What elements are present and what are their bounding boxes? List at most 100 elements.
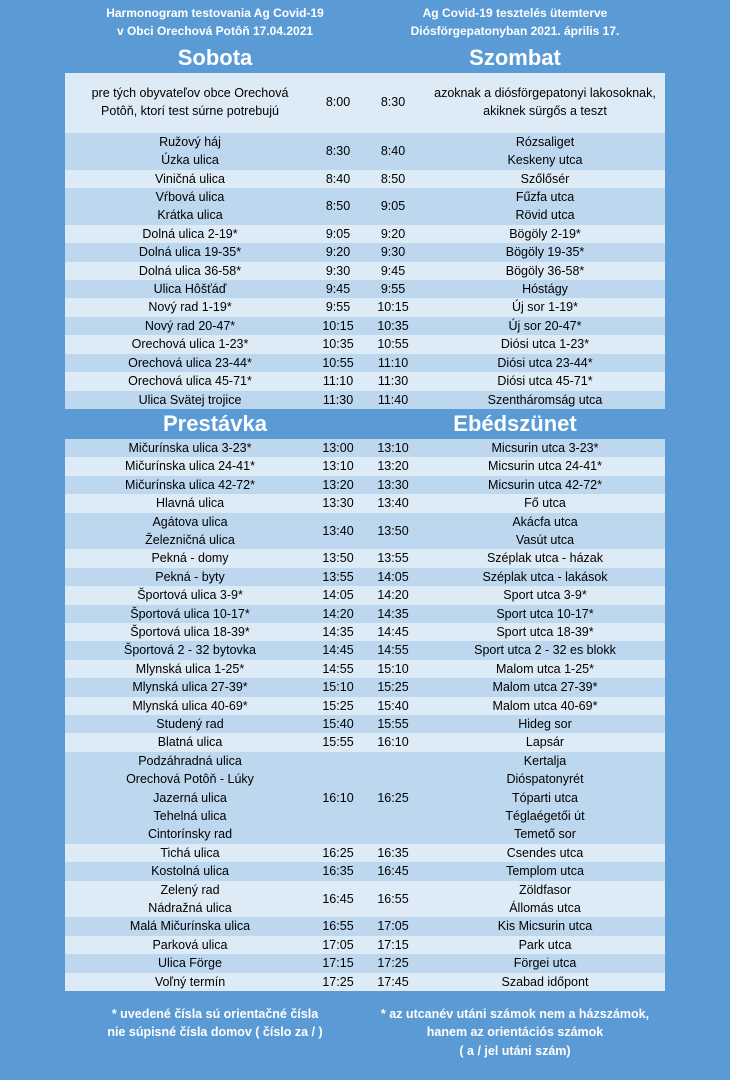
time-to: 17:15 — [377, 937, 409, 952]
cell-hungarian: Diósi utca 23-44* — [425, 354, 665, 372]
cell-to: 9:20 — [361, 225, 425, 243]
street-sk: Mičurínska ulica 42-72* — [125, 477, 255, 492]
street-sk: Športová ulica 10-17* — [130, 606, 250, 621]
header-left: Harmonogram testovania Ag Covid-19 v Obci… — [65, 4, 365, 41]
heading-left: Prestávka — [163, 410, 267, 436]
street-sk: Orechová ulica 1-23* — [131, 337, 249, 352]
cell-from: 9:05 — [315, 225, 361, 243]
cell-to: 13:20 — [361, 457, 425, 475]
heading-left: Sobota — [177, 45, 253, 70]
street-sk: Mlynská ulica 40-69* — [132, 698, 248, 713]
cell-slovak: Hlavná ulica — [65, 494, 315, 512]
street-sk: Voľný termín — [154, 974, 226, 989]
cell-hungarian: Malom utca 40-69* — [425, 697, 665, 715]
cell-slovak: Mlynská ulica 1-25* — [65, 660, 315, 678]
time-to: 17:05 — [377, 919, 409, 934]
cell-slovak: Orechová ulica 1-23* — [65, 335, 315, 353]
table-row: Tichá ulica 16:25 16:35 Csendes utca — [65, 843, 665, 863]
cell-slovak: Nový rad 1-19* — [65, 298, 315, 316]
table-row: Hlavná ulica 13:30 13:40 Fő utca — [65, 494, 665, 513]
table-row: Nový rad 1-19* 9:55 10:15 Új sor 1-19* — [65, 298, 665, 317]
time-from: 13:10 — [322, 459, 354, 474]
street-hu: azoknak a diósförgepatonyi lakosoknak, — [434, 86, 656, 100]
time-to: 9:45 — [380, 263, 406, 278]
street-sk: Železničná ulica — [145, 532, 235, 547]
street-sk: Vŕbová ulica — [155, 190, 225, 205]
cell-slovak: Ulica Hôšťáď — [65, 280, 315, 298]
street-hu: Vasút utca — [515, 532, 575, 547]
street-sk: Parková ulica — [152, 937, 228, 952]
table-row: Dolná ulica 19-35* 9:20 9:30 Bögöly 19-35* — [65, 243, 665, 262]
street-sk: Podzáhradná ulica — [138, 753, 242, 768]
street-hu: Dióspatonyrét — [506, 772, 584, 787]
cell-from: 15:55 — [315, 733, 361, 751]
table-row: Ružový háj Úzka ulica 8:30 8:40 Rózsaliget Ke… — [65, 132, 665, 170]
cell-from: 14:55 — [315, 660, 361, 678]
table-row: pre tých obyvateľov obce Orechová Potôň, … — [65, 73, 665, 133]
cell-to: 11:40 — [361, 391, 425, 409]
table-row: Športová ulica 18-39* 14:35 14:45 Sport utc… — [65, 622, 665, 642]
cell-to: 14:55 — [361, 641, 425, 659]
street-hu: Hóstágy — [522, 282, 568, 297]
table-row: Mičurínska ulica 42-72* 13:20 13:30 Micsuri… — [65, 475, 665, 495]
cell-from: 13:00 — [315, 439, 361, 457]
time-to: 10:15 — [377, 300, 409, 315]
time-from: 8:00 — [325, 95, 351, 110]
cell-from: 10:55 — [315, 354, 361, 372]
time-to: 10:35 — [377, 318, 409, 333]
cell-hungarian: Csendes utca — [425, 844, 665, 862]
cell-to: 15:55 — [361, 715, 425, 733]
time-to: 9:30 — [380, 245, 406, 260]
cell-hungarian: Szőlősér — [425, 170, 665, 188]
cell-hungarian: Fűzfa utca Rövid utca — [425, 188, 665, 225]
cell-from: 10:15 — [315, 317, 361, 335]
time-to: 13:10 — [377, 440, 409, 455]
table-row: Viničná ulica 8:40 8:50 Szőlősér — [65, 169, 665, 189]
time-to: 15:55 — [377, 717, 409, 731]
cell-hungarian: Új sor 1-19* — [425, 298, 665, 316]
time-to: 17:45 — [377, 974, 409, 989]
street-hu: Sport utca 18-39* — [496, 624, 594, 639]
street-sk: Orechová ulica 45-71* — [128, 374, 252, 389]
cell-slovak: Pekná - domy — [65, 549, 315, 567]
cell-slovak: Športová 2 - 32 bytovka — [65, 641, 315, 659]
time-from: 8:50 — [325, 199, 351, 214]
time-to: 9:55 — [380, 282, 406, 297]
street-sk: Agátova ulica — [152, 514, 228, 529]
cell-hungarian: Hóstágy — [425, 280, 665, 298]
street-sk: Mlynská ulica 1-25* — [135, 661, 245, 676]
time-to: 8:30 — [380, 95, 406, 110]
cell-slovak: Voľný termín — [65, 973, 315, 991]
cell-from: 13:40 — [315, 513, 361, 550]
time-to: 15:10 — [377, 661, 409, 676]
time-to: 15:25 — [377, 680, 409, 695]
cell-from: 9:45 — [315, 280, 361, 298]
cell-from: 8:00 — [315, 84, 361, 121]
time-from: 17:15 — [322, 956, 354, 971]
street-sk: Nový rad 1-19* — [148, 300, 232, 315]
table-row: Športová ulica 10-17* 14:20 14:35 Sport utc… — [65, 604, 665, 623]
cell-hungarian: Rózsaliget Keskeny utca — [425, 133, 665, 170]
street-sk: Krátka ulica — [157, 208, 223, 223]
time-from: 16:25 — [322, 845, 354, 860]
cell-to: 10:55 — [361, 335, 425, 353]
street-hu: Fő utca — [524, 496, 566, 511]
cell-hungarian: Micsurin utca 3-23* — [425, 439, 665, 457]
time-from: 13:00 — [322, 440, 354, 455]
time-from: 8:40 — [325, 171, 351, 186]
time-to: 9:20 — [380, 226, 406, 241]
cell-to: 8:50 — [361, 170, 425, 188]
table-row: Pekná - domy 13:50 13:55 Széplak utca - ház… — [65, 549, 665, 568]
street-hu: Templom utca — [506, 864, 584, 879]
footnote-right: * az utcanév utáni számok nem a házszámo… — [350, 1005, 680, 1060]
cell-to: 11:30 — [361, 372, 425, 390]
street-hu: Bögöly 19-35* — [505, 245, 585, 260]
street-hu: Szőlősér — [520, 171, 570, 186]
street-sk: Mlynská ulica 27-39* — [132, 680, 248, 695]
footnote-left: * uvedené čísla sú orientačné čísla nie s… — [50, 1005, 380, 1042]
cell-slovak: Mičurínska ulica 3-23* — [65, 439, 315, 457]
header-line: v Obci Orechová Potôň 17.04.2021 — [116, 24, 314, 39]
street-sk: Tehelná ulica — [153, 809, 227, 824]
cell-to: 16:55 — [361, 881, 425, 918]
header-line: Ag Covid-19 tesztelés ütemterve — [422, 6, 608, 20]
